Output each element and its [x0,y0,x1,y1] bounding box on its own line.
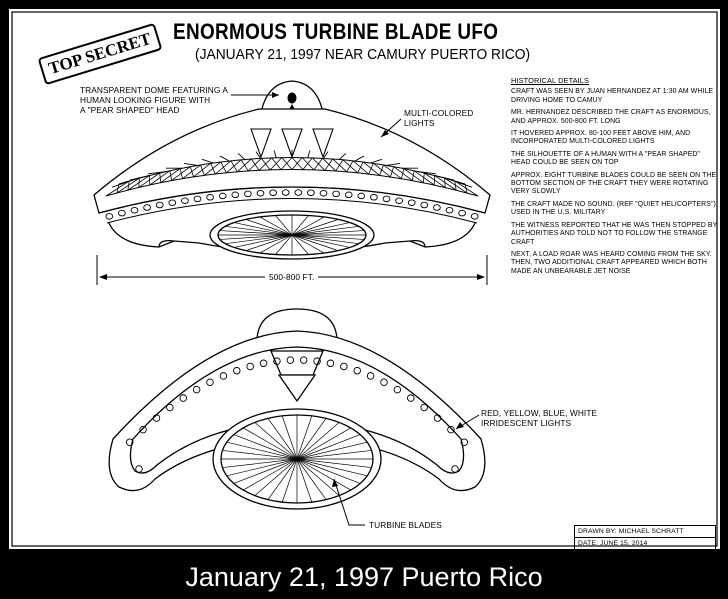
note-item: APPROX. EIGHT TURBINE BLADES COULD BE SE… [511,171,717,196]
drawn-by: DRAWN BY: MICHAEL SCHRATT [578,528,684,535]
note-item: THE WITNESS REPORTED THAT HE WAS THEN ST… [511,221,718,246]
dome-label-line: HUMAN LOOKING FIGURE WITH [80,95,211,105]
leader-lines [231,92,480,526]
lights-bottom-label: RED, YELLOW, BLUE, WHITE IRRIDESCENT LIG… [481,408,597,428]
lights-top-label-line: MULTI-COLORED [404,108,474,118]
title-block: DRAWN BY: MICHAEL SCHRATT DATE: JUNE 15,… [574,525,716,550]
dome-label: TRANSPARENT DOME FEATURING A HUMAN LOOKI… [80,85,228,115]
width-dimension-label: 500-800 FT. [265,272,319,282]
note-item: NEXT, A LOAD ROAR WAS HEARD COMING FROM … [511,250,712,275]
ufo-drawings [11,11,718,547]
lights-bottom-label-line: IRRIDESCENT LIGHTS [481,418,572,428]
craft-underside-view [108,308,486,510]
historical-details: HISTORICAL DETAILS CRAFT WAS SEEN BY JUA… [511,76,721,280]
note-item: CRAFT WAS SEEN BY JUAN HERNANDEZ AT 1:30… [511,88,714,104]
lights-bottom-label-line: RED, YELLOW, BLUE, WHITE [481,408,598,418]
note-item: IT HOVERED APPROX. 80-100 FEET ABOVE HIM… [511,130,691,146]
drawing-date: DATE: JUNE 15, 2014 [575,537,715,549]
drawing-sheet: ENORMOUS TURBINE BLADE UFO (JANUARY 21, … [9,9,721,550]
note-item: THE CRAFT MADE NO SOUND. (REF "QUIET HEL… [511,200,716,217]
lights-top-label-line: LIGHTS [404,118,435,128]
craft-side-view [93,80,491,260]
note-item: MR. HERNANDEZ DESCRIBED THE CRAFT AS ENO… [511,109,711,125]
dome-label-line: A "PEAR SHAPED" HEAD [80,105,180,115]
note-item: THE SILHOUETTE OF A HUMAN WITH A "PEAR S… [511,150,701,167]
image-caption: January 21, 1997 Puerto Rico [185,562,543,592]
historical-details-heading: HISTORICAL DETAILS [511,76,590,85]
page-title: ENORMOUS TURBINE BLADE UFO [173,19,499,44]
turbine-blades-label: TURBINE BLADES [369,520,442,530]
page-subtitle: (JANUARY 21, 1997 NEAR CAMURY PUERTO RIC… [195,46,531,63]
lights-top-label: MULTI-COLORED LIGHTS [404,108,473,128]
dome-label-line: TRANSPARENT DOME FEATURING A [80,85,229,95]
